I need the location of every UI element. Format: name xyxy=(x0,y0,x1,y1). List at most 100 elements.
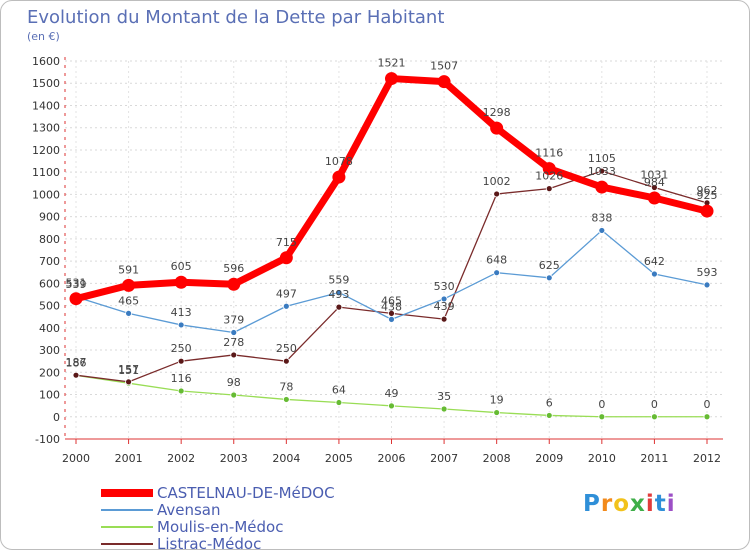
data-labels: 186 151 116 98 78 64 49 35 19 6 0 0 0 187 157 250 278 250… xyxy=(66,57,718,411)
x-tick-label: 2012 xyxy=(693,452,721,465)
data-label: 591 xyxy=(118,263,139,276)
data-label: 1002 xyxy=(483,175,511,188)
data-point xyxy=(230,329,238,336)
data-point xyxy=(230,391,238,399)
data-point xyxy=(493,409,501,416)
data-label: 559 xyxy=(328,273,349,286)
data-point xyxy=(388,402,395,410)
data-point xyxy=(122,278,136,292)
y-tick-label: 800 xyxy=(39,233,60,246)
data-label: 19 xyxy=(490,394,504,407)
y-tick-label: 0 xyxy=(53,411,60,424)
data-label: 35 xyxy=(437,390,451,403)
x-tick-label: 2001 xyxy=(115,452,143,465)
data-point xyxy=(282,357,290,365)
data-point xyxy=(177,321,185,329)
data-label: 530 xyxy=(434,280,455,293)
data-label: 1078 xyxy=(325,155,353,168)
data-label: 250 xyxy=(171,342,192,355)
data-point xyxy=(125,378,132,386)
data-point xyxy=(227,277,241,291)
data-point xyxy=(545,274,553,282)
data-label: 1105 xyxy=(588,152,616,165)
data-point xyxy=(72,371,80,379)
data-label: 49 xyxy=(385,387,399,400)
data-label: 116 xyxy=(171,372,192,385)
data-point xyxy=(282,396,290,403)
data-label: 497 xyxy=(276,287,297,300)
y-tick-label: 1200 xyxy=(32,144,60,157)
x-tick-label: 2002 xyxy=(167,452,195,465)
data-point xyxy=(598,413,606,421)
data-point xyxy=(651,270,658,278)
data-point xyxy=(595,180,609,194)
y-tick-label: 1400 xyxy=(32,99,60,112)
series-layer xyxy=(69,72,714,421)
legend-swatch-castelnau xyxy=(101,489,153,497)
logo-letter: t xyxy=(654,491,667,517)
logo-letter: x xyxy=(630,491,646,517)
x-tick-label: 2010 xyxy=(588,452,616,465)
data-point xyxy=(177,387,185,395)
data-point xyxy=(440,405,448,413)
data-point xyxy=(282,302,290,310)
x-tick-label: 2007 xyxy=(430,452,458,465)
data-label: 64 xyxy=(332,384,346,397)
legend-label-castelnau: CASTELNAU-DE-MéDOC xyxy=(157,484,335,502)
data-label: 715 xyxy=(276,236,297,249)
data-point xyxy=(335,289,343,296)
x-tick-label: 2005 xyxy=(325,452,353,465)
legend-swatch-moulis xyxy=(101,526,153,528)
data-label: 465 xyxy=(381,294,402,307)
data-label: 838 xyxy=(591,211,612,224)
data-point xyxy=(490,121,504,135)
data-point xyxy=(335,303,343,311)
data-point xyxy=(125,309,132,317)
legend-swatch-listrac xyxy=(101,543,153,545)
x-tick-label: 2004 xyxy=(272,452,300,465)
data-point xyxy=(177,357,185,365)
chart-unit: (en €) xyxy=(27,30,60,43)
data-point xyxy=(542,162,556,176)
data-label: 925 xyxy=(697,189,718,202)
y-tick-label: 1100 xyxy=(32,166,60,179)
x-tick-label: 2000 xyxy=(62,452,90,465)
data-point xyxy=(335,399,343,406)
data-label: 1298 xyxy=(483,106,511,119)
logo-letter: r xyxy=(600,491,614,517)
data-label: 6 xyxy=(546,396,553,409)
y-tick-label: 200 xyxy=(39,366,60,379)
data-label: 625 xyxy=(539,259,560,272)
data-label: 157 xyxy=(118,363,139,376)
data-point xyxy=(598,227,606,234)
data-label: 596 xyxy=(223,262,244,275)
y-tick-label: -100 xyxy=(35,433,60,446)
data-point xyxy=(651,413,658,421)
data-label: 187 xyxy=(66,356,87,369)
legend-item-castelnau: CASTELNAU-DE-MéDOC xyxy=(101,485,401,502)
data-label: 0 xyxy=(651,398,658,411)
data-label: 1031 xyxy=(640,169,668,182)
data-point xyxy=(437,75,451,89)
x-tick-label: 2003 xyxy=(220,452,248,465)
proxiti-logo: Proxiti xyxy=(583,491,676,517)
data-point xyxy=(174,275,188,289)
data-label: 962 xyxy=(697,184,718,197)
data-point xyxy=(493,269,501,277)
data-point xyxy=(230,351,238,359)
data-point xyxy=(388,315,395,323)
logo-letter: i xyxy=(666,491,676,517)
legend-swatch-avensan xyxy=(101,509,153,511)
data-label: 593 xyxy=(697,266,718,279)
legend-item-listrac: Listrac-Médoc xyxy=(101,536,401,549)
data-point xyxy=(440,315,448,323)
data-label: 438 xyxy=(381,300,402,313)
x-axis-ticks: 2000 2001 2002 2003 2004 2005 2006 2007 2008 2009… xyxy=(62,452,721,465)
y-axis-ticks: -100 0 100 200 300 400 500 600 700 800 900 1000 1100… xyxy=(32,55,60,446)
data-point xyxy=(598,167,606,175)
y-tick-label: 1600 xyxy=(32,55,60,68)
data-label: 250 xyxy=(276,342,297,355)
data-label: 1033 xyxy=(588,165,616,178)
